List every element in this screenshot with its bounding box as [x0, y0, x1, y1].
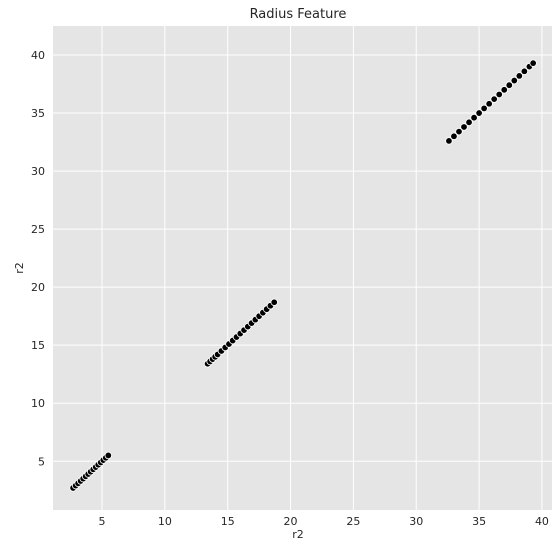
y-tick-label: 15 [31, 339, 45, 352]
x-tick-label: 5 [99, 515, 106, 528]
y-tick-label: 20 [31, 281, 45, 294]
data-point [465, 118, 473, 127]
x-axis-label: r2 [292, 528, 304, 541]
y-tick-label: 25 [31, 223, 45, 236]
data-point [470, 113, 478, 122]
y-axis-label: r2 [13, 262, 26, 274]
data-point [270, 298, 278, 306]
x-tick-label: 10 [158, 515, 172, 528]
x-tick-label: 30 [409, 515, 423, 528]
x-tick-label: 20 [284, 515, 298, 528]
plot-area-background [53, 26, 552, 510]
data-point [480, 104, 488, 113]
data-point [460, 123, 468, 131]
x-tick-label: 15 [221, 515, 235, 528]
data-point [515, 72, 524, 80]
chart-title: Radius Feature [250, 7, 347, 22]
data-point [510, 76, 518, 85]
y-tick-label: 35 [31, 107, 45, 120]
y-tick-label: 30 [31, 165, 45, 178]
data-point [495, 90, 503, 99]
data-point [485, 100, 493, 108]
data-point [455, 127, 463, 136]
x-tick-label: 25 [346, 515, 360, 528]
data-point [505, 81, 513, 89]
data-point [520, 67, 529, 75]
x-tick-label: 35 [472, 515, 486, 528]
x-tick-label: 40 [535, 515, 549, 528]
data-point [529, 59, 537, 67]
data-point [445, 137, 453, 145]
data-point [500, 86, 508, 94]
data-point [475, 109, 483, 117]
y-tick-label: 5 [38, 455, 45, 468]
data-point [450, 132, 458, 140]
y-tick-label: 10 [31, 397, 45, 410]
y-tick-label: 40 [31, 49, 45, 62]
data-point [104, 451, 113, 460]
data-point [490, 95, 498, 103]
